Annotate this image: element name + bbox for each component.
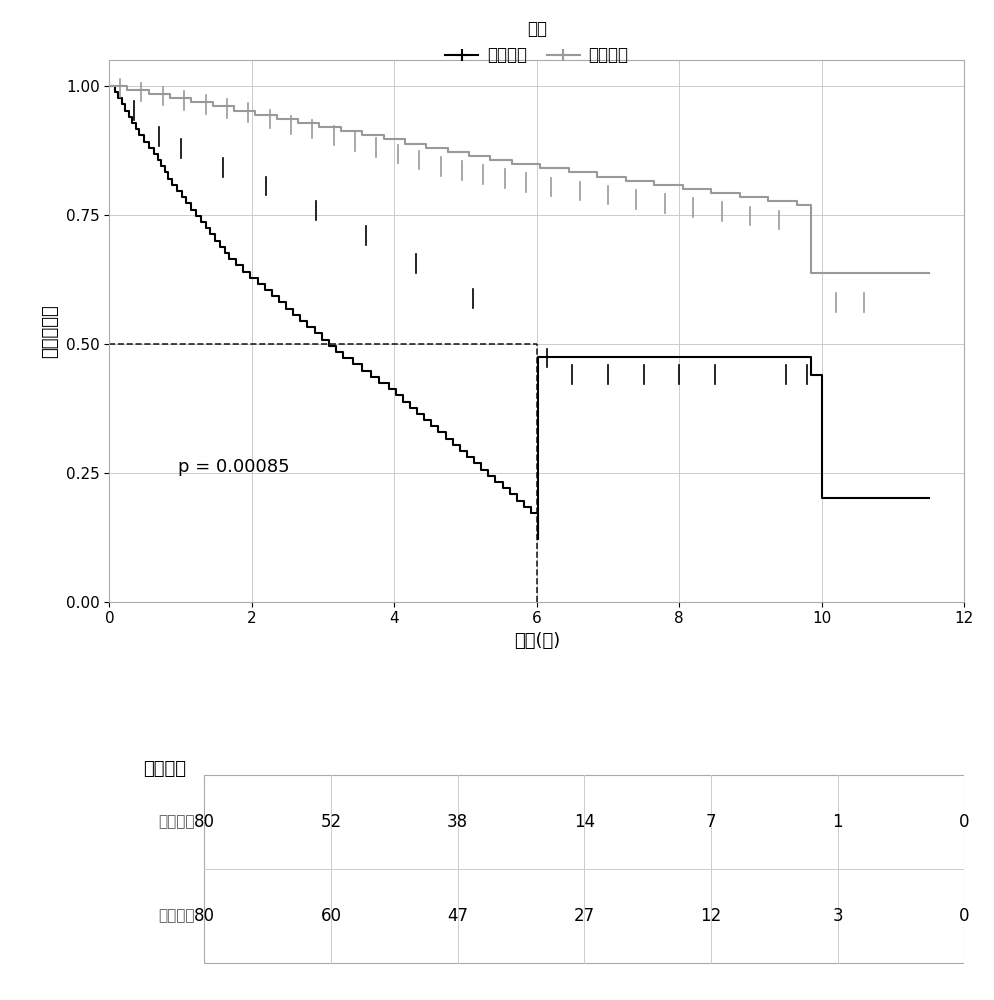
Text: 低风险组: 低风险组 bbox=[158, 908, 195, 923]
Text: p = 0.00085: p = 0.00085 bbox=[178, 458, 289, 476]
Text: 3: 3 bbox=[832, 907, 843, 925]
Text: 1: 1 bbox=[832, 813, 843, 831]
Bar bbox=[205, 775, 964, 963]
Text: 12: 12 bbox=[700, 907, 722, 925]
Text: 0: 0 bbox=[959, 907, 969, 925]
Text: 14: 14 bbox=[574, 813, 594, 831]
Text: 52: 52 bbox=[320, 813, 342, 831]
Text: 80: 80 bbox=[194, 813, 215, 831]
Text: 60: 60 bbox=[320, 907, 342, 925]
Text: 0: 0 bbox=[959, 813, 969, 831]
Text: 80: 80 bbox=[194, 907, 215, 925]
Text: 27: 27 bbox=[574, 907, 594, 925]
Text: 患者数量: 患者数量 bbox=[143, 760, 187, 778]
Text: 7: 7 bbox=[706, 813, 716, 831]
Text: 高风险组: 高风险组 bbox=[158, 814, 195, 829]
Legend: 高风险组, 低风险组: 高风险组, 低风险组 bbox=[438, 13, 635, 71]
Y-axis label: 累积生存率: 累积生存率 bbox=[41, 304, 59, 358]
Text: 47: 47 bbox=[447, 907, 468, 925]
X-axis label: 时间(年): 时间(年) bbox=[514, 632, 560, 650]
Text: 38: 38 bbox=[447, 813, 468, 831]
